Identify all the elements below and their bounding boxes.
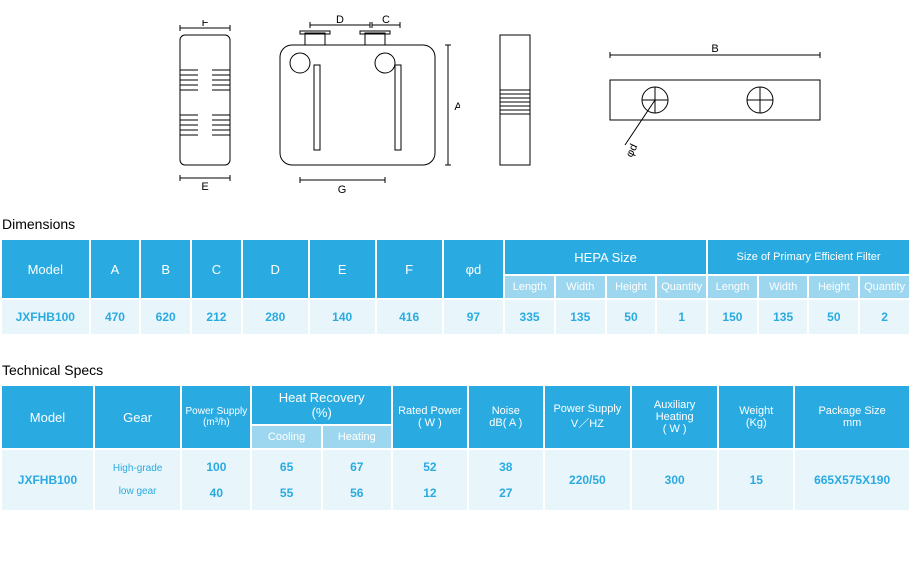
col-noise: Noise dB( A ) [469, 386, 543, 448]
cell-F: 416 [377, 300, 442, 334]
col-hepa-w: Width [556, 276, 605, 298]
cell-pkg: 665X575X190 [795, 450, 909, 510]
cell-hepa-w: 135 [556, 300, 605, 334]
diagram-front-view: D C G A [270, 15, 460, 195]
cell-pri-w: 135 [759, 300, 808, 334]
cell-cool: 6555 [252, 450, 320, 510]
cell-model: JXFHB100 [2, 300, 89, 334]
dim-label-B: B [711, 43, 718, 55]
cell-C: 212 [192, 300, 241, 334]
dim-label-A: A [454, 101, 460, 113]
diagram-top-view: B φd [570, 40, 850, 170]
col-rated-power: Rated Power ( W ) [393, 386, 467, 448]
col-E: E [310, 240, 375, 298]
col-hepa: HEPA Size [505, 240, 706, 274]
cell-hepa-h: 50 [607, 300, 656, 334]
col-hepa-l: Length [505, 276, 554, 298]
col-primary: Size of Primary Efficient Filter [708, 240, 909, 274]
col-phid: φd [444, 240, 504, 298]
col-hepa-q: Quantity [657, 276, 706, 298]
col-pri-w: Width [759, 276, 808, 298]
col-psupply: Power Supply V／HZ [545, 386, 630, 448]
col-D: D [243, 240, 308, 298]
dim-label-E: E [201, 181, 208, 190]
col-cooling: Cooling [252, 426, 320, 448]
engineering-diagram: F E D C [0, 0, 911, 210]
cell-hepa-l: 335 [505, 300, 554, 334]
col-model: Model [2, 240, 89, 298]
cell-pri-l: 150 [708, 300, 757, 334]
cell-weight: 15 [719, 450, 793, 510]
table-row: JXFHB100 470 620 212 280 140 416 97 335 … [2, 300, 909, 334]
col-air: Power Supply (m³/h) [182, 386, 250, 448]
dim-label-phi: φd [624, 142, 640, 159]
col-pri-q: Quantity [860, 276, 909, 298]
cell-air: 10040 [182, 450, 250, 510]
cell-gear: High-grade low gear [95, 450, 180, 510]
col-C: C [192, 240, 241, 298]
cell-model: JXFHB100 [2, 450, 93, 510]
cell-hepa-q: 1 [657, 300, 706, 334]
dim-label-C: C [382, 15, 390, 26]
cell-aux: 300 [632, 450, 717, 510]
cell-heat: 6756 [323, 450, 391, 510]
col-F: F [377, 240, 442, 298]
col-heat-recovery: Heat Recovery (%) [252, 386, 390, 424]
cell-pri-h: 50 [809, 300, 858, 334]
col-A: A [91, 240, 140, 298]
diagram-edge-view [490, 30, 540, 180]
cell-rp: 5212 [393, 450, 467, 510]
dimensions-title: Dimensions [0, 210, 911, 238]
col-B: B [141, 240, 190, 298]
col-weight: Weight (Kg) [719, 386, 793, 448]
col-model: Model [2, 386, 93, 448]
cell-A: 470 [91, 300, 140, 334]
cell-B: 620 [141, 300, 190, 334]
cell-E: 140 [310, 300, 375, 334]
col-gear: Gear [95, 386, 180, 448]
dimensions-table: Model A B C D E F φd HEPA Size Size of P… [0, 238, 911, 336]
col-aux: Auxiliary Heating ( W ) [632, 386, 717, 448]
cell-psupply: 220/50 [545, 450, 630, 510]
cell-D: 280 [243, 300, 308, 334]
dim-label-G: G [338, 184, 347, 195]
col-heating: Heating [323, 426, 391, 448]
dim-label-F: F [202, 20, 209, 29]
col-pri-h: Height [809, 276, 858, 298]
cell-pri-q: 2 [860, 300, 909, 334]
diagram-side-view: F E [170, 20, 240, 190]
tech-specs-table: Model Gear Power Supply (m³/h) Heat Reco… [0, 384, 911, 512]
col-pkg: Package Size mm [795, 386, 909, 448]
cell-noise: 3827 [469, 450, 543, 510]
table-row: JXFHB100 High-grade low gear 10040 6555 … [2, 450, 909, 510]
tech-title: Technical Specs [0, 356, 911, 384]
col-hepa-h: Height [607, 276, 656, 298]
cell-phid: 97 [444, 300, 504, 334]
col-pri-l: Length [708, 276, 757, 298]
dim-label-D: D [336, 15, 344, 26]
